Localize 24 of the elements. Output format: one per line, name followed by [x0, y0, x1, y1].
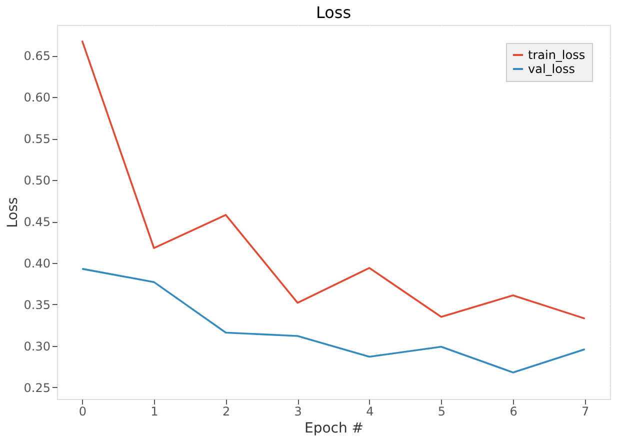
legend-label: val_loss — [528, 62, 575, 76]
y-tick-label: 0.30 — [24, 339, 50, 354]
x-tick-label: 4 — [366, 404, 374, 418]
y-tick-label: 0.50 — [24, 174, 50, 188]
y-tick-label: 0.40 — [24, 256, 50, 270]
y-axis-title: Loss — [4, 197, 21, 228]
y-tick-label: 0.55 — [24, 132, 50, 146]
y-tick-label: 0.65 — [24, 49, 50, 64]
x-tick-label: 3 — [294, 404, 302, 418]
legend-label: train_loss — [528, 48, 586, 62]
line-series — [81, 40, 586, 320]
chart-title: Loss — [316, 3, 352, 22]
line-series — [81, 268, 586, 374]
x-tick-label: 0 — [78, 404, 86, 418]
y-tick-label: 0.25 — [24, 380, 50, 395]
x-tick-label: 2 — [222, 404, 230, 418]
y-tick-label: 0.45 — [24, 215, 50, 230]
x-tick-label: 7 — [582, 404, 590, 418]
x-tick-label: 1 — [150, 404, 158, 418]
x-tick-label: 5 — [438, 404, 446, 418]
y-tick-label: 0.35 — [24, 298, 50, 312]
y-tick-label: 0.60 — [24, 90, 50, 105]
x-tick-label: 6 — [510, 404, 518, 418]
x-axis-title: Epoch # — [304, 420, 364, 436]
